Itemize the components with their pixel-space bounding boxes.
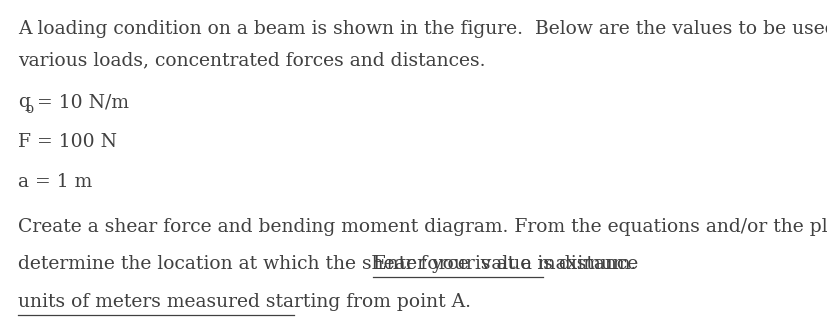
Text: various loads, concentrated forces and distances.: various loads, concentrated forces and d… bbox=[18, 51, 485, 69]
Text: Create a shear force and bending moment diagram. From the equations and/or the p: Create a shear force and bending moment … bbox=[18, 218, 827, 236]
Text: q: q bbox=[18, 93, 30, 111]
Text: F = 100 N: F = 100 N bbox=[18, 133, 117, 151]
Text: units of meters measured starting from point A.: units of meters measured starting from p… bbox=[18, 293, 471, 311]
Text: A loading condition on a beam is shown in the figure.  Below are the values to b: A loading condition on a beam is shown i… bbox=[18, 20, 827, 38]
Text: o: o bbox=[26, 102, 34, 116]
Text: determine the location at which the shear force is at a maximum.: determine the location at which the shea… bbox=[18, 255, 642, 273]
Text: = 10 N/m: = 10 N/m bbox=[31, 93, 129, 111]
Text: Enter your value is distance: Enter your value is distance bbox=[373, 255, 638, 273]
Text: a = 1 m: a = 1 m bbox=[18, 173, 93, 191]
